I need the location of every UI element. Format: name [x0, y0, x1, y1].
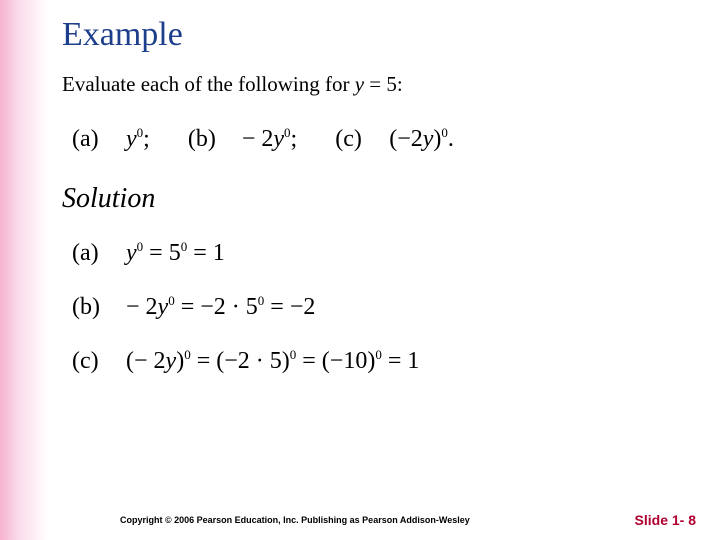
problem-a-expr: y0	[126, 126, 143, 152]
prompt-prefix: Evaluate each of the following for	[62, 72, 355, 96]
slide-title: Example	[62, 16, 702, 54]
problem-c-label: (c)	[335, 126, 383, 153]
solution-b-mid-prefix: −2 ·	[200, 294, 240, 320]
solution-c-lhs-prefix: (− 2	[126, 348, 166, 374]
solution-a-rhs: 1	[213, 240, 225, 266]
solution-a-mid-base: 5	[169, 240, 181, 266]
solution-b-lhs-prefix: − 2	[126, 294, 158, 320]
solution-c: (c) (− 2y)0 = (−2 · 5)0 = (−10)0 = 1	[72, 347, 702, 375]
copyright-text: Copyright © 2006 Pearson Education, Inc.…	[120, 515, 470, 525]
solution-a: (a) y0 = 50 = 1	[72, 239, 702, 267]
problem-b: (b) − 2y0;	[188, 125, 297, 153]
solution-b-label: (b)	[72, 294, 120, 321]
solution-a-lhs-var: y	[126, 240, 137, 266]
prompt-variable: y	[355, 72, 364, 96]
solution-c-label: (c)	[72, 348, 120, 375]
solution-b-rhs: −2	[290, 294, 316, 320]
left-gradient-band	[0, 0, 48, 540]
solution-b-lhs-var: y	[158, 294, 169, 320]
solution-b-mid-base: 5	[246, 294, 258, 320]
problem-a-var: y	[126, 126, 137, 152]
problem-b-var: y	[273, 126, 284, 152]
solution-c-lhs-var: y	[166, 348, 177, 374]
solution-c-mid1: (−2 · 5)	[216, 348, 290, 374]
prompt-equals: = 5:	[364, 72, 403, 96]
problem-prompt: Evaluate each of the following for y = 5…	[62, 72, 702, 97]
problem-c-prefix: (−2	[389, 126, 423, 152]
solution-a-label: (a)	[72, 240, 120, 267]
slide-content: Example Evaluate each of the following f…	[62, 16, 702, 401]
problem-b-prefix: − 2	[242, 126, 274, 152]
solution-c-mid2: (−10)	[322, 348, 376, 374]
solution-heading: Solution	[62, 183, 702, 215]
problem-a-label: (a)	[72, 126, 120, 153]
problem-c-var: y	[423, 126, 434, 152]
solution-b: (b) − 2y0 = −2 · 50 = −2	[72, 293, 702, 321]
slide-number: Slide 1- 8	[635, 512, 696, 528]
problem-c: (c) (−2y)0.	[335, 125, 454, 153]
solution-c-lhs-suffix: )	[176, 348, 184, 374]
problem-b-label: (b)	[188, 126, 236, 153]
solution-c-rhs: 1	[407, 348, 419, 374]
problem-a: (a) y0;	[72, 125, 150, 153]
slide-footer: Copyright © 2006 Pearson Education, Inc.…	[0, 512, 720, 528]
problem-row: (a) y0; (b) − 2y0; (c) (−2y)0.	[72, 125, 702, 153]
